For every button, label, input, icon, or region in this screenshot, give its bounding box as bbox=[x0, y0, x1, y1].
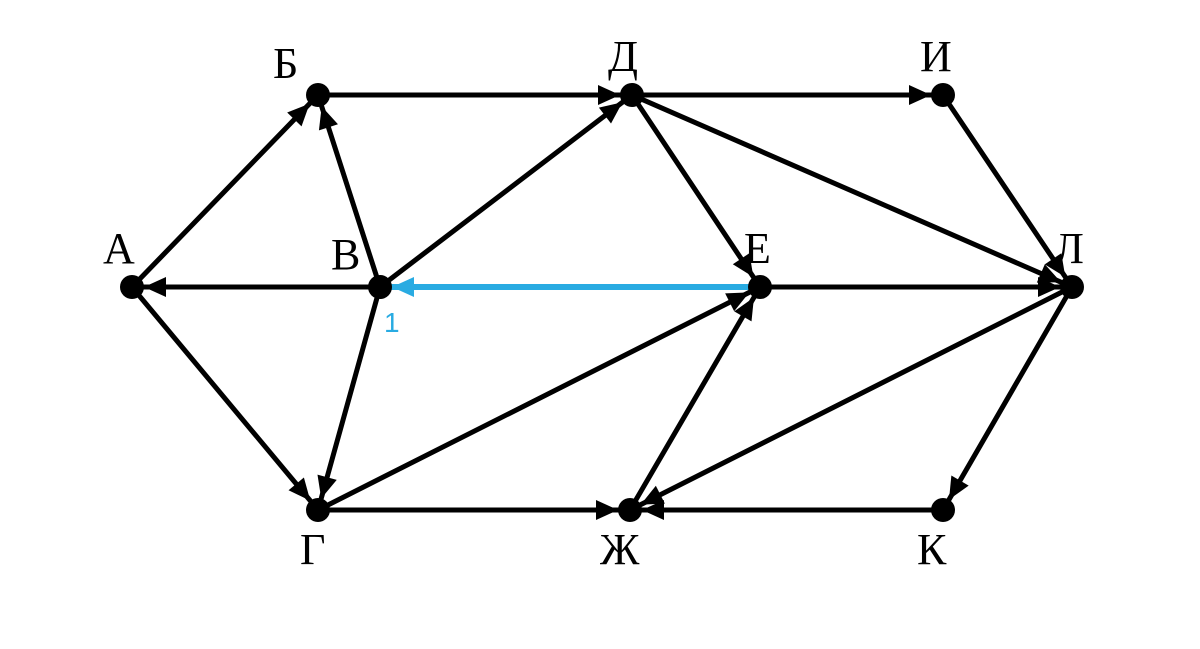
node-label-B: Б bbox=[273, 39, 298, 88]
node-K bbox=[931, 498, 955, 522]
node-label-E: Е bbox=[744, 224, 771, 273]
node-A bbox=[120, 275, 144, 299]
node-L bbox=[1060, 275, 1084, 299]
edge-V-G bbox=[317, 299, 376, 499]
node-label-D: Д bbox=[608, 32, 638, 81]
edge-D-L bbox=[643, 100, 1061, 283]
edge-I-L bbox=[950, 105, 1066, 277]
edge-E-V bbox=[392, 277, 748, 297]
edge-L-K bbox=[949, 297, 1066, 499]
edge-D-E bbox=[639, 105, 754, 277]
edge-E-L bbox=[772, 277, 1060, 297]
annotation-0: 1 bbox=[384, 307, 400, 338]
edge-L-ZH bbox=[641, 292, 1062, 504]
edge-A-G bbox=[140, 296, 311, 501]
node-I bbox=[931, 83, 955, 107]
edge-V-A bbox=[144, 277, 368, 297]
node-label-L: Л bbox=[1054, 224, 1084, 273]
edge-A-B bbox=[140, 104, 309, 279]
node-label-I: И bbox=[920, 32, 952, 81]
edge-K-ZH bbox=[642, 500, 931, 520]
node-label-G: Г bbox=[300, 525, 325, 574]
node-label-ZH: Ж bbox=[600, 525, 640, 574]
node-ZH bbox=[618, 498, 642, 522]
node-V bbox=[368, 275, 392, 299]
labels-layer: А Б В Г Д Е Ж И К Л 1 bbox=[103, 32, 1084, 574]
edge-D-I bbox=[644, 85, 931, 105]
node-label-A: А bbox=[103, 224, 135, 273]
node-label-V: В bbox=[331, 230, 360, 279]
edge-V-D bbox=[390, 102, 623, 279]
node-label-K: К bbox=[917, 525, 947, 574]
node-B bbox=[306, 83, 330, 107]
graph-canvas: А Б В Г Д Е Ж И К Л 1 bbox=[0, 0, 1200, 649]
edge-G-ZH bbox=[330, 500, 618, 520]
node-E bbox=[748, 275, 772, 299]
node-G bbox=[306, 498, 330, 522]
node-D bbox=[620, 83, 644, 107]
edges-layer bbox=[140, 85, 1066, 520]
edge-B-D bbox=[330, 85, 620, 105]
edge-ZH-E bbox=[636, 297, 754, 499]
